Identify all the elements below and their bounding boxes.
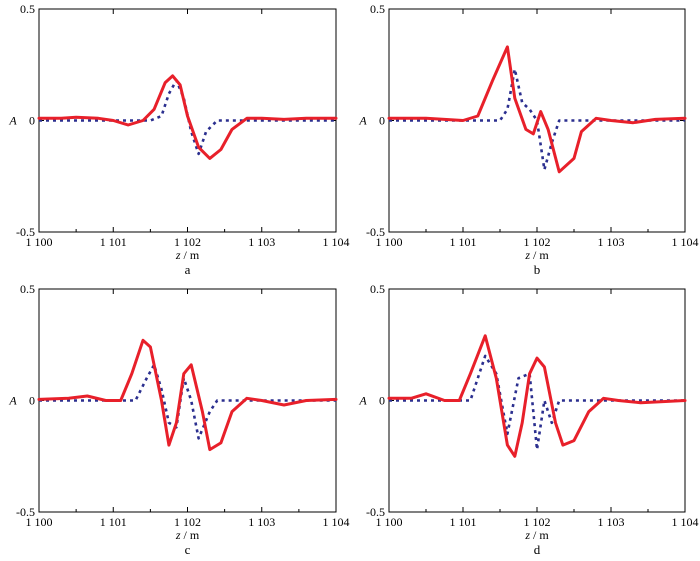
- y-axis-label: A: [8, 114, 17, 128]
- series-dotted-line: [39, 363, 336, 440]
- x-axis-label: z / m: [175, 248, 200, 262]
- x-tick-label: 1 104: [672, 235, 699, 249]
- series-dotted-line: [389, 354, 685, 451]
- panel-label: d: [534, 542, 541, 557]
- x-axis-unit: / m: [530, 248, 549, 262]
- y-tick-label: 0.5: [20, 2, 35, 16]
- x-tick-label: 1 103: [598, 515, 625, 529]
- chart-panel-c: 1 100 1 101 1 102 1 103 1 104 0.5 0 -0.5 Az / mc: [8, 282, 349, 557]
- x-tick-label: 1 101: [450, 515, 477, 529]
- x-axis-unit: / m: [181, 248, 200, 262]
- x-tick-label: 1 103: [248, 515, 275, 529]
- series-solid-line: [37, 74, 338, 160]
- y-tick-label: -0.5: [16, 225, 35, 239]
- y-tick-label: 0: [29, 394, 35, 408]
- y-tick-label: 0: [379, 114, 385, 128]
- x-tick-label: 1 102: [524, 235, 551, 249]
- x-tick-label: 1 102: [524, 515, 551, 529]
- x-tick-label: 1 104: [323, 235, 350, 249]
- y-axis-label: A: [8, 394, 17, 408]
- x-tick-label: 1 102: [174, 235, 201, 249]
- y-tick-label: -0.5: [366, 505, 385, 519]
- chart-panel-d: 1 100 1 101 1 102 1 103 1 104 0.5 0 -0.5 Az / md: [358, 282, 698, 557]
- x-tick-label: 1 103: [598, 235, 625, 249]
- series-solid-line: [37, 338, 338, 452]
- x-tick-label: 1 100: [26, 515, 53, 529]
- y-tick-label: 0.5: [370, 2, 385, 16]
- x-tick-label: 1 101: [100, 515, 127, 529]
- x-tick-label: 1 104: [672, 515, 699, 529]
- series-dotted-line: [389, 67, 685, 171]
- x-axis-variable: z: [175, 528, 181, 542]
- chart-panel-a: 1 100 1 101 1 102 1 103 1 104 0.5 0 -0.5 Az / ma: [8, 2, 349, 277]
- y-tick-label: 0.5: [370, 282, 385, 296]
- y-tick-label: 0: [379, 394, 385, 408]
- chart-panel-b: 1 100 1 101 1 102 1 103 1 104 0.5 0 -0.5 Az / mb: [358, 2, 698, 277]
- series-dotted-line: [39, 79, 336, 156]
- panel-label: a: [185, 262, 191, 277]
- y-tick-label: -0.5: [366, 225, 385, 239]
- y-axis-label: A: [358, 114, 367, 128]
- x-axis-label: z / m: [524, 248, 549, 262]
- x-tick-label: 1 101: [450, 235, 477, 249]
- x-tick-label: 1 100: [376, 515, 403, 529]
- panel-label: c: [185, 542, 191, 557]
- panel-label: b: [534, 262, 541, 277]
- x-axis-unit: / m: [530, 528, 549, 542]
- x-tick-label: 1 103: [248, 235, 275, 249]
- x-tick-label: 1 100: [26, 235, 53, 249]
- x-axis-variable: z: [524, 248, 530, 262]
- x-axis-label: z / m: [175, 528, 200, 542]
- series-solid-line: [387, 45, 687, 174]
- x-axis-label: z / m: [524, 528, 549, 542]
- x-tick-label: 1 100: [376, 235, 403, 249]
- x-tick-label: 1 101: [100, 235, 127, 249]
- series-solid-line: [387, 334, 687, 458]
- y-tick-label: 0.5: [20, 282, 35, 296]
- x-tick-label: 1 104: [323, 515, 350, 529]
- x-axis-unit: / m: [181, 528, 200, 542]
- x-axis-variable: z: [524, 528, 530, 542]
- y-axis-label: A: [358, 394, 367, 408]
- y-tick-label: 0: [29, 114, 35, 128]
- y-tick-label: -0.5: [16, 505, 35, 519]
- x-tick-label: 1 102: [174, 515, 201, 529]
- x-axis-variable: z: [175, 248, 181, 262]
